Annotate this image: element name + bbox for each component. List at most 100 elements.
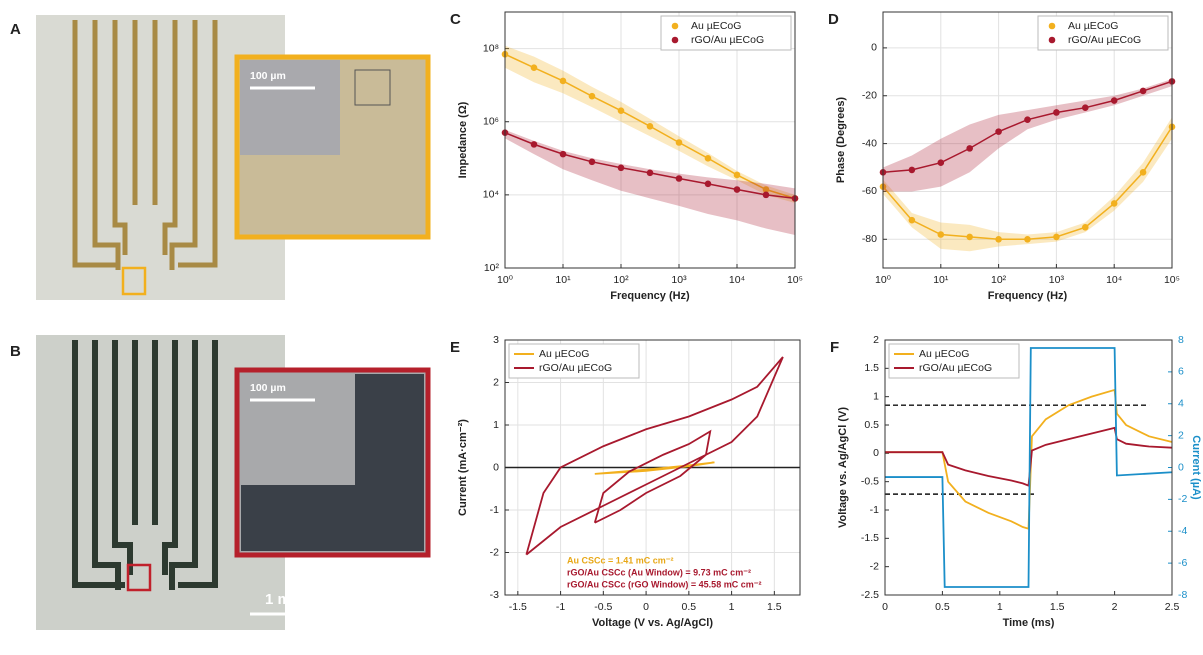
- plot-frame: [504, 339, 801, 596]
- x-tick-label: 0.5: [935, 601, 950, 613]
- data-point: [1110, 97, 1118, 104]
- panel-letter: A: [10, 21, 21, 38]
- x-tick-label: 10⁰: [497, 274, 514, 286]
- y-tick-label: -1: [490, 504, 499, 516]
- data-point: [1024, 235, 1031, 243]
- data-point: [1053, 109, 1060, 116]
- band: [505, 129, 795, 235]
- panel-letter: F: [830, 339, 839, 356]
- x-tick-label: 10⁰: [875, 274, 892, 286]
- x-tick-label: 2: [1112, 601, 1118, 613]
- legend-label: Au µECoG: [539, 348, 589, 360]
- band: [883, 78, 1172, 192]
- x-tick-label: 1.5: [767, 601, 782, 613]
- x-tick-label: 10⁴: [729, 274, 745, 286]
- plot-area: [505, 12, 795, 268]
- x-tick-label: 10²: [991, 274, 1007, 286]
- data-point: [617, 164, 625, 172]
- data-point: [966, 145, 973, 152]
- y-tick-label: -1.5: [861, 532, 879, 544]
- series-line: [525, 356, 784, 556]
- data-point: [704, 154, 712, 162]
- y-tick-label: -20: [862, 90, 877, 102]
- legend-box: [1037, 15, 1169, 51]
- y-tick-label: -2.5: [861, 589, 879, 601]
- y2-tick-label: 8: [1178, 334, 1184, 346]
- panel-letter: D: [828, 11, 839, 28]
- x-tick-label: 10¹: [555, 274, 571, 286]
- y-tick-label: 10⁸: [483, 42, 499, 54]
- y2-tick-label: 0: [1178, 461, 1184, 473]
- legend-marker: [671, 22, 679, 30]
- series-line: [885, 347, 1173, 588]
- x-tick-label: 0: [643, 601, 649, 613]
- legend-box: [508, 343, 640, 379]
- y-tick-label: 10²: [484, 262, 500, 274]
- data-point: [704, 180, 712, 188]
- data-point: [995, 235, 1002, 243]
- y-axis-label: Current (mA·cm⁻²): [457, 419, 469, 516]
- scale-label: 100 µm: [250, 70, 286, 82]
- data-point: [646, 122, 654, 130]
- x-tick-label: 1: [729, 601, 735, 613]
- x-axis-label: Time (ms): [1003, 617, 1055, 629]
- y-tick-label: 0: [871, 42, 877, 54]
- data-point: [1139, 168, 1147, 176]
- data-point: [675, 175, 683, 182]
- scale-label: 1 mm: [265, 591, 304, 608]
- zoom-box: [121, 266, 147, 296]
- data-point: [559, 77, 567, 85]
- x-tick-label: 10³: [671, 274, 687, 286]
- y2-tick-label: 6: [1178, 366, 1184, 378]
- series-line: [885, 388, 1173, 530]
- data-point: [937, 159, 945, 167]
- x-tick-label: 10⁵: [787, 274, 803, 286]
- electrode: [241, 374, 424, 551]
- data-point: [1081, 104, 1089, 112]
- y2-tick-label: 2: [1178, 429, 1184, 441]
- data-point: [1024, 116, 1031, 123]
- data-point: [966, 233, 973, 241]
- data-point: [762, 191, 770, 199]
- micrograph-b: 100 µm 1 mm B: [10, 335, 431, 630]
- y-tick-label: 2: [873, 334, 879, 346]
- y-tick-label: -2: [490, 546, 499, 558]
- x-tick-label: 10⁵: [1164, 274, 1180, 286]
- data-point: [937, 231, 945, 238]
- legend-box: [660, 15, 792, 51]
- data-point: [733, 186, 741, 193]
- x-tick-label: -1.5: [509, 601, 527, 613]
- x-tick-label: 2.5: [1165, 601, 1180, 613]
- annotation: Au CSCc = 1.41 mC cm⁻²: [567, 555, 674, 565]
- x-tick-label: 10¹: [933, 274, 949, 286]
- y-axis-label: Impedance (Ω): [457, 101, 469, 178]
- panel-letter: E: [450, 339, 460, 356]
- traces: [72, 340, 218, 590]
- y-tick-label: 3: [493, 334, 499, 346]
- legend-label: Au µECoG: [691, 20, 741, 32]
- legend-label: Au µECoG: [1068, 20, 1118, 32]
- x-tick-label: 10⁴: [1106, 274, 1122, 286]
- y-tick-label: -60: [862, 185, 877, 197]
- legend-marker: [1048, 36, 1056, 44]
- y2-tick-label: -8: [1178, 589, 1187, 601]
- data-point: [530, 64, 538, 71]
- y-tick-label: 10⁶: [483, 115, 499, 127]
- y-tick-label: -0.5: [861, 475, 879, 487]
- y-tick-label: 0: [493, 461, 499, 473]
- data-point: [908, 216, 916, 224]
- legend-label: rGO/Au µECoG: [691, 34, 764, 46]
- annotation: rGO/Au CSCc (Au Window) = 9.73 mC cm⁻²: [567, 567, 751, 577]
- y2-tick-label: 4: [1178, 398, 1184, 410]
- x-tick-label: 1.5: [1050, 601, 1065, 613]
- y2-tick-label: -4: [1178, 525, 1187, 537]
- x-tick-label: 0.5: [682, 601, 697, 613]
- data-point: [646, 169, 654, 177]
- panel-letter: B: [10, 343, 21, 360]
- x-tick-label: 1: [997, 601, 1003, 613]
- data-point: [908, 166, 916, 174]
- x-tick-label: 0: [882, 601, 888, 613]
- y-tick-label: -3: [490, 589, 499, 601]
